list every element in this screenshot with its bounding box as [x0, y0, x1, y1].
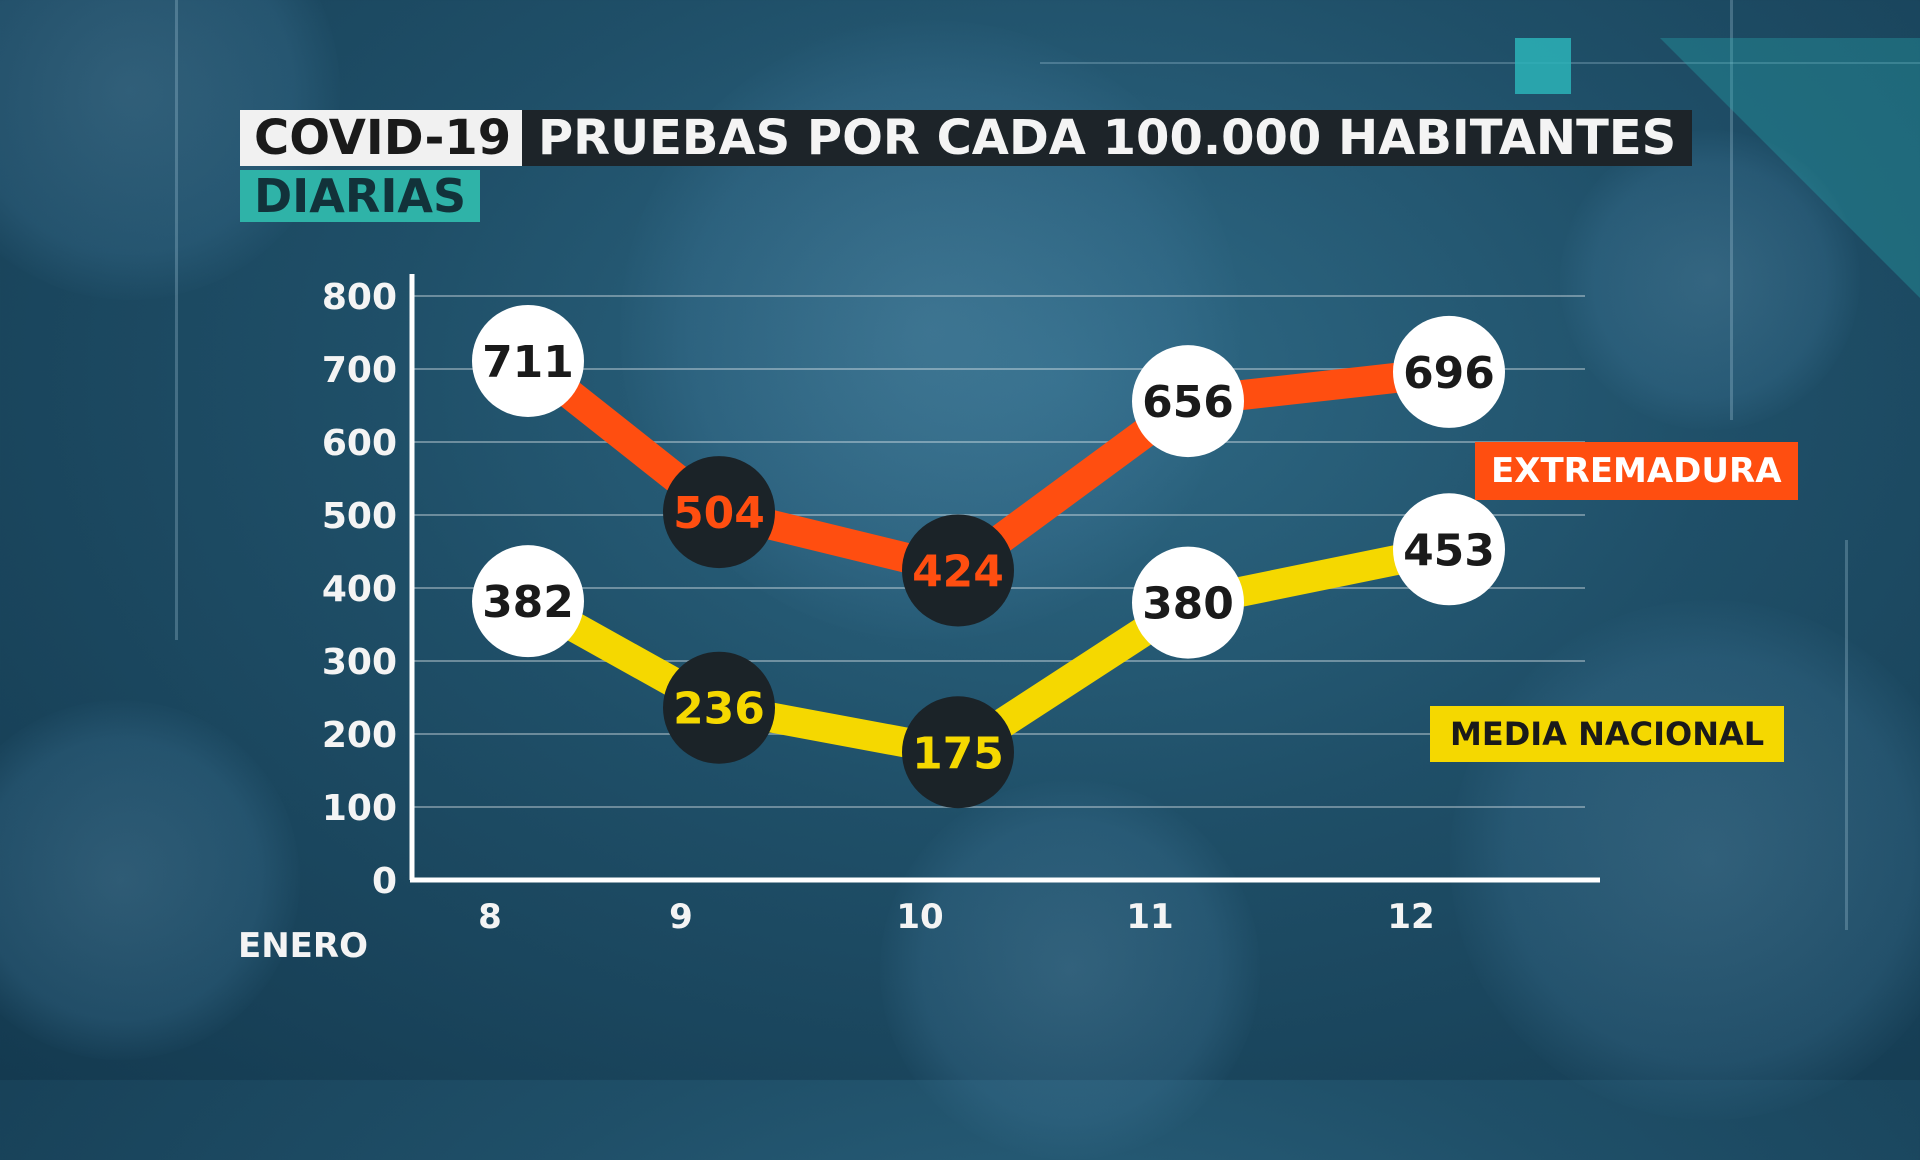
y-tick-label: 600 [322, 423, 397, 464]
y-tick-label: 800 [322, 277, 397, 318]
data-label-media-nacional: 380 [1142, 579, 1234, 630]
decorative-line [1040, 62, 1920, 64]
y-tick-label: 100 [322, 788, 397, 829]
data-label-media-nacional: 382 [482, 577, 574, 628]
data-point-marker-media-nacional [1132, 546, 1244, 659]
decorative-line [1730, 0, 1733, 420]
data-label-extremadura: 696 [1403, 348, 1495, 399]
virus-background-image [0, 700, 300, 1060]
data-point-marker-extremadura [472, 304, 584, 417]
data-point-marker-media-nacional [472, 545, 584, 658]
x-axis-unit-label: ENERO [238, 926, 368, 966]
virus-background-image [1450, 600, 1920, 1120]
y-tick-label: 300 [322, 642, 397, 683]
chart-title: PRUEBAS POR CADA 100.000 HABITANTES [522, 110, 1693, 166]
y-tick-labels: 0 100 200 300 400 500 600 700 800 [322, 277, 397, 902]
data-label-media-nacional: 175 [912, 728, 1004, 779]
decorative-triangle [1660, 38, 1920, 298]
data-point-marker-media-nacional [1393, 493, 1505, 606]
data-label-extremadura: 711 [482, 337, 574, 388]
data-point-marker-extremadura [663, 456, 775, 569]
axes [409, 274, 1600, 883]
y-tick-label: 400 [322, 569, 397, 610]
data-point-marker-extremadura [1393, 315, 1505, 428]
virus-background-image [1560, 130, 1860, 430]
decorative-line [1845, 540, 1848, 930]
data-label-extremadura: 424 [912, 546, 1004, 597]
x-tick-label: 12 [1387, 897, 1434, 937]
data-markers: 711 504 424 656 696 382 236 175 380 453 [472, 304, 1505, 809]
data-point-marker-extremadura [1132, 345, 1244, 458]
x-tick-label: 10 [896, 897, 943, 937]
decorative-line [175, 0, 178, 640]
data-label-media-nacional: 453 [1403, 525, 1495, 576]
x-tick-label: 11 [1126, 897, 1173, 937]
y-tick-label: 200 [322, 715, 397, 756]
data-label-media-nacional: 236 [673, 684, 765, 735]
decorative-square [1515, 38, 1571, 94]
legend-extremadura: EXTREMADURA [1475, 442, 1798, 500]
y-tick-label: 700 [322, 350, 397, 391]
y-tick-label: 0 [372, 861, 397, 902]
chart-subtitle: DIARIAS [240, 170, 481, 222]
x-tick-label: 8 [478, 897, 502, 937]
legend-media-nacional: MEDIA NACIONAL [1430, 706, 1785, 762]
covid-tag: COVID-19 [240, 110, 526, 166]
data-label-extremadura: 504 [673, 488, 765, 539]
data-point-marker-extremadura [902, 514, 1014, 627]
y-tick-label: 500 [322, 496, 397, 537]
x-tick-labels: 8 9 10 11 12 [478, 897, 1435, 937]
line-chart: 0 100 200 300 400 500 600 700 800 8 9 10 11 12 ENERO… [238, 274, 1600, 966]
data-point-marker-media-nacional [902, 696, 1014, 809]
data-point-marker-media-nacional [663, 651, 775, 764]
x-tick-label: 9 [669, 897, 693, 937]
data-label-extremadura: 656 [1142, 377, 1234, 428]
